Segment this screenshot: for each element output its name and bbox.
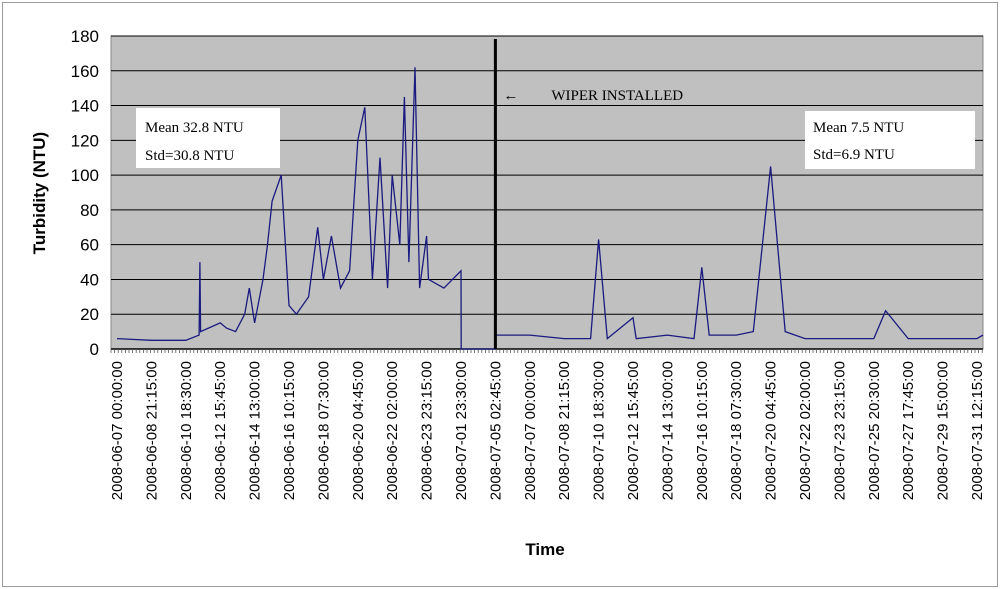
y-tick-label: 160 [71, 62, 99, 81]
x-tick-label: 2008-07-16 10:15:00 [694, 361, 711, 500]
x-tick-label: 2008-07-12 15:45:00 [625, 361, 642, 500]
y-tick-label: 180 [71, 27, 99, 46]
y-tick-label: 60 [80, 236, 99, 255]
x-tick-label: 2008-07-27 17:45:00 [900, 361, 917, 500]
y-tick-label: 40 [80, 270, 99, 289]
stats-right-std: Std=6.9 NTU [813, 147, 895, 163]
x-tick-label: 2008-07-22 02:00:00 [797, 361, 814, 500]
x-tick-label: 2008-07-23 23:15:00 [831, 361, 848, 500]
x-tick-labels: 2008-06-07 00:00:00 2008-06-08 21:15:00 20… [109, 361, 986, 500]
y-tick-labels: 0 20 40 60 80 100 120 140 160 180 [71, 27, 99, 359]
x-tick-label: 2008-07-14 13:00:00 [659, 361, 676, 500]
x-tick-label: 2008-06-22 02:00:00 [384, 361, 401, 500]
x-tick-label: 2008-06-23 23:15:00 [419, 361, 436, 500]
x-tick-label: 2008-07-08 21:15:00 [556, 361, 573, 500]
y-axis-title: Turbidity (NTU) [30, 132, 49, 254]
x-tick-label: 2008-07-05 02:45:00 [487, 361, 504, 500]
y-tick-label: 140 [71, 97, 99, 116]
stats-right-mean: Mean 7.5 NTU [813, 120, 904, 136]
stats-box-left [136, 108, 280, 168]
y-tick-label: 20 [80, 305, 99, 324]
y-tick-label: 100 [71, 166, 99, 185]
x-tick-label: 2008-07-18 07:30:00 [728, 361, 745, 500]
x-tick-label: 2008-07-07 00:00:00 [522, 361, 539, 500]
x-tick-label: 2008-07-29 15:00:00 [935, 361, 952, 500]
x-tick-label: 2008-06-16 10:15:00 [281, 361, 298, 500]
y-tick-label: 120 [71, 131, 99, 150]
x-tick-label: 2008-06-14 13:00:00 [247, 361, 264, 500]
wiper-arrow-icon: ← [503, 88, 518, 104]
stats-box-right [805, 111, 975, 169]
x-tick-label: 2008-07-01 23:30:00 [453, 361, 470, 500]
turbidity-line-chart: 0 20 40 60 80 100 120 140 160 180 2008-06-07 00:0… [30, 27, 986, 559]
wiper-installed-label: WIPER INSTALLED [551, 88, 683, 104]
y-tick-label: 0 [90, 340, 99, 359]
y-tick-label: 80 [80, 201, 99, 220]
stats-left-std: Std=30.8 NTU [145, 148, 234, 164]
x-axis-title: Time [525, 540, 564, 559]
x-tick-label: 2008-06-18 07:30:00 [315, 361, 332, 500]
plot-area [110, 35, 984, 350]
x-tick-label: 2008-06-10 18:30:00 [178, 361, 195, 500]
x-tick-label: 2008-06-20 04:45:00 [350, 361, 367, 500]
x-tick-label: 2008-07-25 20:30:00 [866, 361, 883, 500]
stats-left-mean: Mean 32.8 NTU [145, 120, 244, 136]
series-line-turbidity [116, 67, 984, 350]
x-tick-label: 2008-06-08 21:15:00 [143, 361, 160, 500]
x-tick-label: 2008-06-07 00:00:00 [109, 361, 126, 500]
x-tick-label: 2008-07-20 04:45:00 [763, 361, 780, 500]
x-tick-label: 2008-06-12 15:45:00 [212, 361, 229, 500]
x-tick-label: 2008-07-31 12:15:00 [969, 361, 986, 500]
x-tick-label: 2008-07-10 18:30:00 [591, 361, 608, 500]
